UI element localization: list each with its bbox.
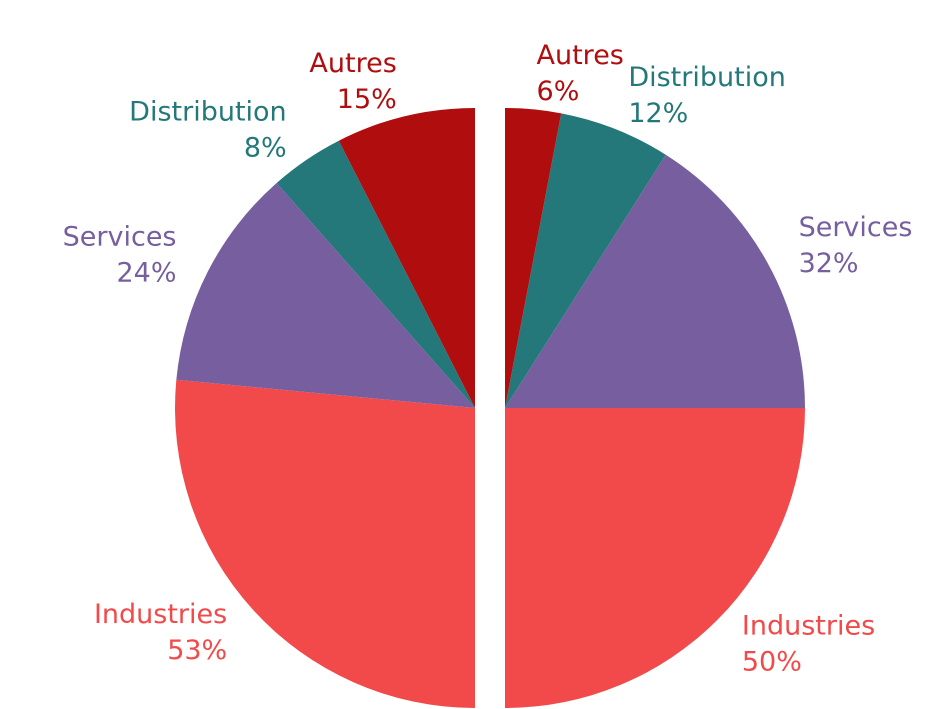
pie-slice [338,108,475,408]
slice-label: Services [799,212,913,243]
pie-slice [175,379,476,708]
slice-value-label: 6% [537,76,580,107]
slice-label: Industries [742,610,875,641]
slice-value-label: 53% [167,635,227,666]
slice-label: Autres [537,40,624,71]
slice-label: Distribution [129,96,287,127]
slice-value-label: 15% [337,84,397,115]
pie-slice [505,408,805,708]
pie-slice [176,182,475,408]
pie-slice [505,113,666,408]
pie-slice [505,108,562,408]
slice-value-label: 50% [742,646,802,677]
slice-value-label: 8% [244,132,287,163]
slice-label: Autres [309,48,396,79]
pie-slice [276,140,475,408]
pie-slice [505,154,805,408]
slice-value-label: 24% [116,257,176,288]
slice-value-label: 32% [799,248,859,279]
slice-value-label: 12% [628,98,688,129]
slice-label: Industries [94,599,227,630]
slice-label: Services [63,221,177,252]
slice-label: Distribution [628,62,786,93]
